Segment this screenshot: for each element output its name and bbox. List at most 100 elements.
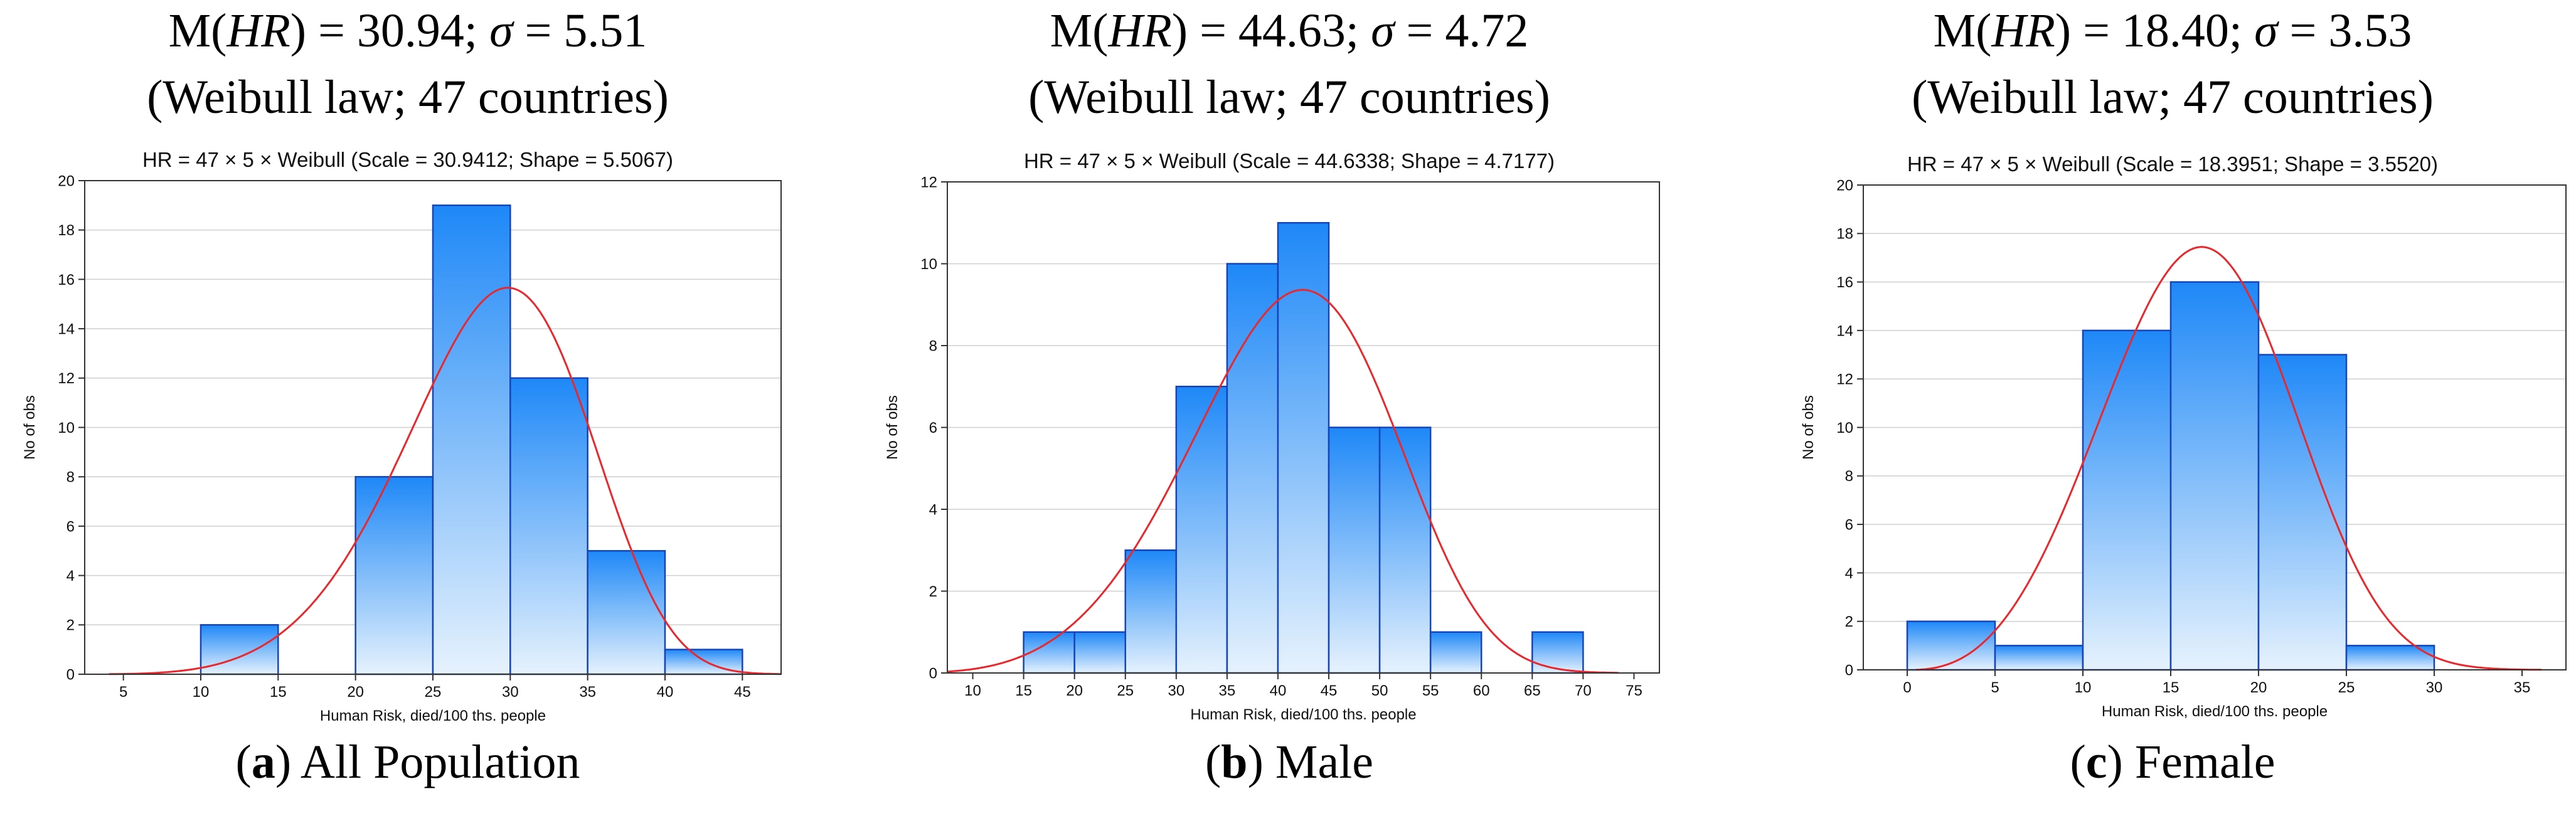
x-tick-label: 50 <box>1371 682 1388 699</box>
y-tick-label: 20 <box>58 172 75 189</box>
law-header: (Weibull law; 47 countries) <box>1028 71 1550 124</box>
histogram-bar <box>432 204 511 675</box>
histogram-bar <box>509 377 588 675</box>
stat-variable: HR <box>1991 4 2055 57</box>
y-tick-label: 2 <box>67 617 75 634</box>
y-tick-label: 6 <box>929 420 937 437</box>
stat-mean: ) = 18.40; <box>2055 4 2255 57</box>
caption-letter: a <box>251 736 275 788</box>
chart-title: HR = 47 × 5 × Weibull (Scale = 44.6338; … <box>1024 149 1555 172</box>
y-tick-label: 4 <box>1845 565 1853 582</box>
law-header: (Weibull law; 47 countries) <box>1912 71 2434 124</box>
panel-male: M(HR) = 44.63; σ = 4.72 (Weibull law; 47… <box>853 0 1725 821</box>
stat-prefix: M( <box>168 4 227 57</box>
histogram-bar <box>1226 263 1279 674</box>
stat-sigma-value: = 4.72 <box>1394 4 1529 57</box>
weibull-fit-curve <box>1915 246 2541 671</box>
y-tick-label: 8 <box>67 469 75 486</box>
x-tick-label: 30 <box>2426 679 2443 696</box>
weibull-fit-curve <box>947 289 1619 674</box>
y-tick-label: 10 <box>58 420 75 437</box>
panel-all-population: M(HR) = 30.94; σ = 5.51 (Weibull law; 47… <box>0 0 816 821</box>
stat-variable: HR <box>1108 4 1172 57</box>
histogram-bar <box>1073 631 1126 674</box>
weibull-fit-curve <box>109 287 781 675</box>
histogram-chart: HR = 47 × 5 × Weibull (Scale = 30.9412; … <box>21 148 782 724</box>
histogram-bar <box>1429 631 1482 674</box>
y-tick-label: 16 <box>1836 274 1853 291</box>
histogram-bar <box>2169 281 2260 671</box>
x-tick-label: 5 <box>1991 679 1999 696</box>
histogram-bar <box>1378 426 1432 674</box>
histogram-bar <box>2082 329 2172 671</box>
y-tick-label: 4 <box>929 501 937 518</box>
histogram-bar <box>587 550 666 675</box>
stat-mean: ) = 44.63; <box>1171 4 1371 57</box>
y-tick-label: 0 <box>929 665 937 682</box>
stat-prefix: M( <box>1050 4 1109 57</box>
stat-header: M(HR) = 44.63; σ = 4.72 <box>853 4 1725 58</box>
y-tick-label: 10 <box>1836 420 1853 437</box>
y-tick-label: 18 <box>58 222 75 239</box>
stat-mean: ) = 30.94; <box>290 4 490 57</box>
x-tick-label: 10 <box>964 682 981 699</box>
stat-sigma-value: = 3.53 <box>2277 4 2412 57</box>
x-axis-label: Human Risk, died/100 ths. people <box>2102 703 2328 720</box>
y-tick-label: 4 <box>67 568 75 585</box>
histogram-bar <box>1531 631 1584 674</box>
y-tick-label: 0 <box>67 666 75 683</box>
stat-variable: HR <box>226 4 290 57</box>
y-tick-label: 8 <box>929 337 937 354</box>
y-axis-label: No of obs <box>884 395 901 460</box>
x-tick-label: 75 <box>1626 682 1642 699</box>
x-tick-label: 10 <box>193 684 210 701</box>
histogram-bar <box>2257 354 2348 671</box>
x-tick-label: 30 <box>1168 682 1184 699</box>
y-tick-label: 2 <box>1845 613 1853 630</box>
caption-letter: b <box>1221 736 1248 788</box>
x-tick-label: 15 <box>1015 682 1032 699</box>
x-tick-label: 70 <box>1575 682 1592 699</box>
y-tick-label: 10 <box>920 256 937 273</box>
x-tick-label: 20 <box>1066 682 1083 699</box>
x-tick-label: 10 <box>2075 679 2092 696</box>
x-tick-label: 15 <box>2163 679 2179 696</box>
x-tick-label: 20 <box>2250 679 2267 696</box>
x-axis-label: Human Risk, died/100 ths. people <box>320 707 546 724</box>
histogram-bar <box>664 649 743 675</box>
panel-female: M(HR) = 18.40; σ = 3.53 (Weibull law; 47… <box>1769 0 2576 821</box>
caption-text: All Population <box>300 736 580 788</box>
stat-sigma-symbol: σ <box>2254 4 2278 57</box>
y-tick-label: 16 <box>58 272 75 289</box>
histogram-bar <box>1124 549 1178 674</box>
x-axis-label: Human Risk, died/100 ths. people <box>1190 706 1416 723</box>
x-tick-label: 60 <box>1473 682 1490 699</box>
x-tick-label: 15 <box>270 684 287 701</box>
x-tick-label: 35 <box>1219 682 1236 699</box>
y-tick-label: 20 <box>1836 177 1853 194</box>
histogram-bar <box>354 475 434 675</box>
y-tick-label: 0 <box>1845 662 1853 679</box>
x-tick-label: 5 <box>119 684 127 701</box>
x-tick-label: 55 <box>1422 682 1439 699</box>
y-tick-label: 14 <box>1836 322 1853 339</box>
stat-prefix: M( <box>1933 4 1992 57</box>
y-axis-label: No of obs <box>21 395 38 460</box>
x-tick-label: 40 <box>1270 682 1287 699</box>
law-header: (Weibull law; 47 countries) <box>147 71 669 124</box>
y-tick-label: 6 <box>1845 517 1853 534</box>
y-tick-label: 12 <box>58 370 75 387</box>
histogram-bar <box>1328 426 1381 674</box>
panel-caption: (b) Male <box>1205 736 1374 788</box>
histogram-bar <box>1277 222 1330 674</box>
stat-header: M(HR) = 18.40; σ = 3.53 <box>1769 4 2576 58</box>
x-tick-label: 20 <box>347 684 364 701</box>
x-tick-label: 30 <box>502 684 519 701</box>
panel-caption: (c) Female <box>2070 736 2275 788</box>
panel-caption: (a) All Population <box>235 736 580 788</box>
x-tick-label: 45 <box>734 684 751 701</box>
stat-sigma-symbol: σ <box>489 4 513 57</box>
histogram-bar <box>1994 645 2084 671</box>
y-tick-label: 6 <box>67 518 75 535</box>
y-tick-label: 12 <box>1836 371 1853 388</box>
